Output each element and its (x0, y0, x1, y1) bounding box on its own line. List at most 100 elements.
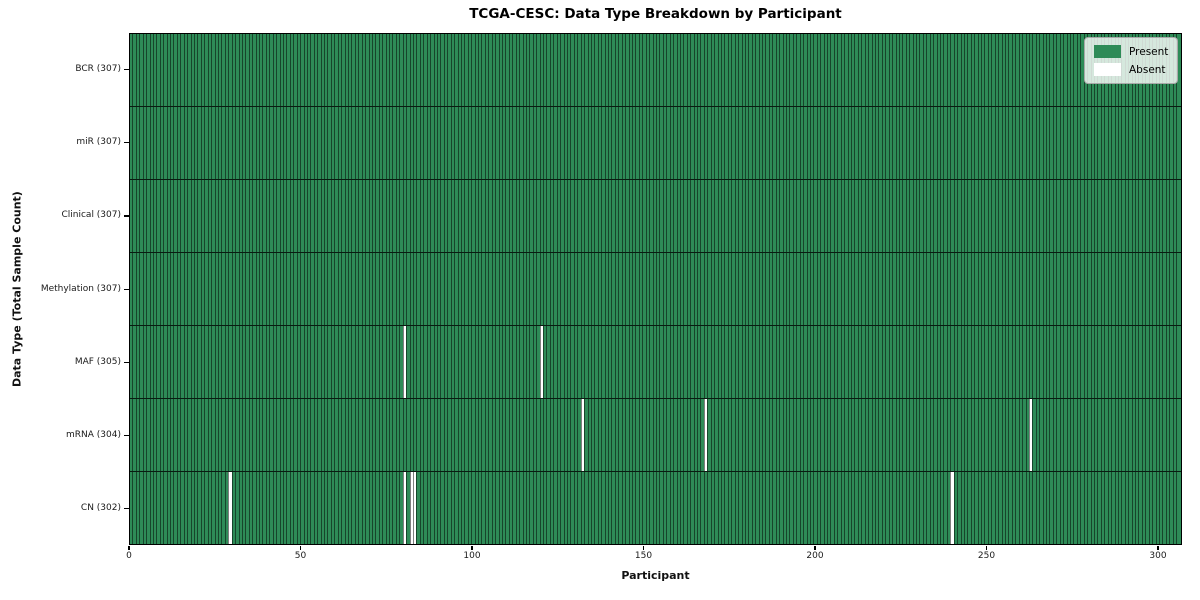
heatmap-cell (488, 472, 492, 544)
heatmap-cell (344, 253, 348, 325)
heatmap-cell (963, 399, 968, 471)
heatmap-cell (149, 34, 153, 106)
heatmap-cell (341, 107, 345, 179)
heatmap-cell (567, 399, 571, 471)
heatmap-cell (1152, 107, 1156, 179)
heatmap-cell (717, 180, 721, 252)
heatmap-cell (478, 399, 482, 471)
heatmap-cell (1022, 180, 1026, 252)
heatmap-cell (190, 34, 195, 106)
heatmap-cell (734, 107, 739, 179)
heatmap-cell (1104, 326, 1108, 398)
heatmap-cell (170, 472, 174, 544)
heatmap-cell (460, 399, 465, 471)
heatmap-cell (916, 180, 920, 252)
heatmap-cell (693, 34, 698, 106)
heatmap-cell (382, 34, 386, 106)
heatmap-cell (519, 34, 523, 106)
heatmap-cell (584, 107, 588, 179)
heatmap-cell (987, 399, 992, 471)
heatmap-cell (703, 34, 708, 106)
heatmap-cell (1172, 180, 1177, 252)
heatmap-cell (194, 399, 198, 471)
heatmap-cell (505, 107, 509, 179)
heatmap-cell (840, 107, 845, 179)
heatmap-cell (662, 253, 667, 325)
heatmap-cell (368, 107, 372, 179)
heatmap-cell (1035, 180, 1040, 252)
heatmap-cell (1076, 180, 1081, 252)
heatmap-cell (738, 326, 742, 398)
heatmap-cell (146, 34, 150, 106)
heatmap-cell (827, 253, 831, 325)
heatmap-cell (885, 180, 889, 252)
heatmap-cell (751, 180, 756, 252)
heatmap-cell (632, 34, 636, 106)
heatmap-cell (211, 326, 215, 398)
heatmap-cell (474, 326, 479, 398)
heatmap-cell (567, 326, 571, 398)
heatmap-cell (1128, 107, 1132, 179)
heatmap-cell (1162, 107, 1166, 179)
heatmap-cell (888, 253, 893, 325)
heatmap-cell (604, 107, 609, 179)
heatmap-cell (217, 472, 222, 544)
heatmap-cell (488, 107, 492, 179)
heatmap-cell (762, 326, 766, 398)
heatmap-cell (779, 326, 783, 398)
heatmap-cell (211, 472, 215, 544)
heatmap-cell (792, 34, 797, 106)
heatmap-cell (621, 34, 626, 106)
heatmap-cell (1028, 326, 1033, 398)
heatmap-cell (259, 472, 263, 544)
heatmap-cell (1059, 253, 1064, 325)
heatmap-cell (1135, 326, 1139, 398)
heatmap-cell (1018, 399, 1023, 471)
heatmap-cell (204, 326, 208, 398)
heatmap-cell (981, 399, 985, 471)
heatmap-cell (426, 253, 431, 325)
heatmap-cell (529, 107, 533, 179)
heatmap-cell (1158, 253, 1163, 325)
heatmap-cell (402, 107, 407, 179)
heatmap-cell (484, 253, 489, 325)
heatmap-cell (553, 253, 557, 325)
heatmap-cell (963, 472, 968, 544)
heatmap-cell (467, 326, 472, 398)
heatmap-cell (330, 399, 335, 471)
heatmap-cell (262, 34, 266, 106)
heatmap-cell (180, 107, 184, 179)
heatmap-cell (652, 253, 656, 325)
heatmap-row-MAF (130, 326, 1181, 399)
heatmap-cell (720, 34, 725, 106)
heatmap-cell (864, 107, 869, 179)
heatmap-cell (330, 472, 335, 544)
heatmap-cell (1046, 472, 1050, 544)
heatmap-cell (413, 107, 417, 179)
heatmap-cell (238, 180, 242, 252)
heatmap-cell (724, 399, 728, 471)
heatmap-cell (604, 326, 609, 398)
heatmap-cell (440, 399, 444, 471)
heatmap-cell (758, 326, 763, 398)
heatmap-cell (436, 399, 441, 471)
heatmap-cell (1169, 107, 1173, 179)
heatmap-cell (772, 180, 776, 252)
heatmap-cell (922, 180, 927, 252)
heatmap-cell (936, 399, 940, 471)
heatmap-cell (142, 326, 147, 398)
heatmap-cell (851, 399, 855, 471)
heatmap-cell (1032, 472, 1036, 544)
heatmap-cell (217, 326, 222, 398)
heatmap-cell (1083, 253, 1088, 325)
heatmap-cell (851, 253, 855, 325)
heatmap-cell (457, 472, 461, 544)
heatmap-cell (286, 399, 290, 471)
heatmap-cell (898, 180, 903, 252)
heatmap-cell (529, 253, 533, 325)
heatmap-cell (1052, 253, 1057, 325)
heatmap-cell (1131, 326, 1136, 398)
heatmap-cell (717, 34, 721, 106)
heatmap-cell (1070, 253, 1074, 325)
heatmap-cell (1148, 326, 1153, 398)
